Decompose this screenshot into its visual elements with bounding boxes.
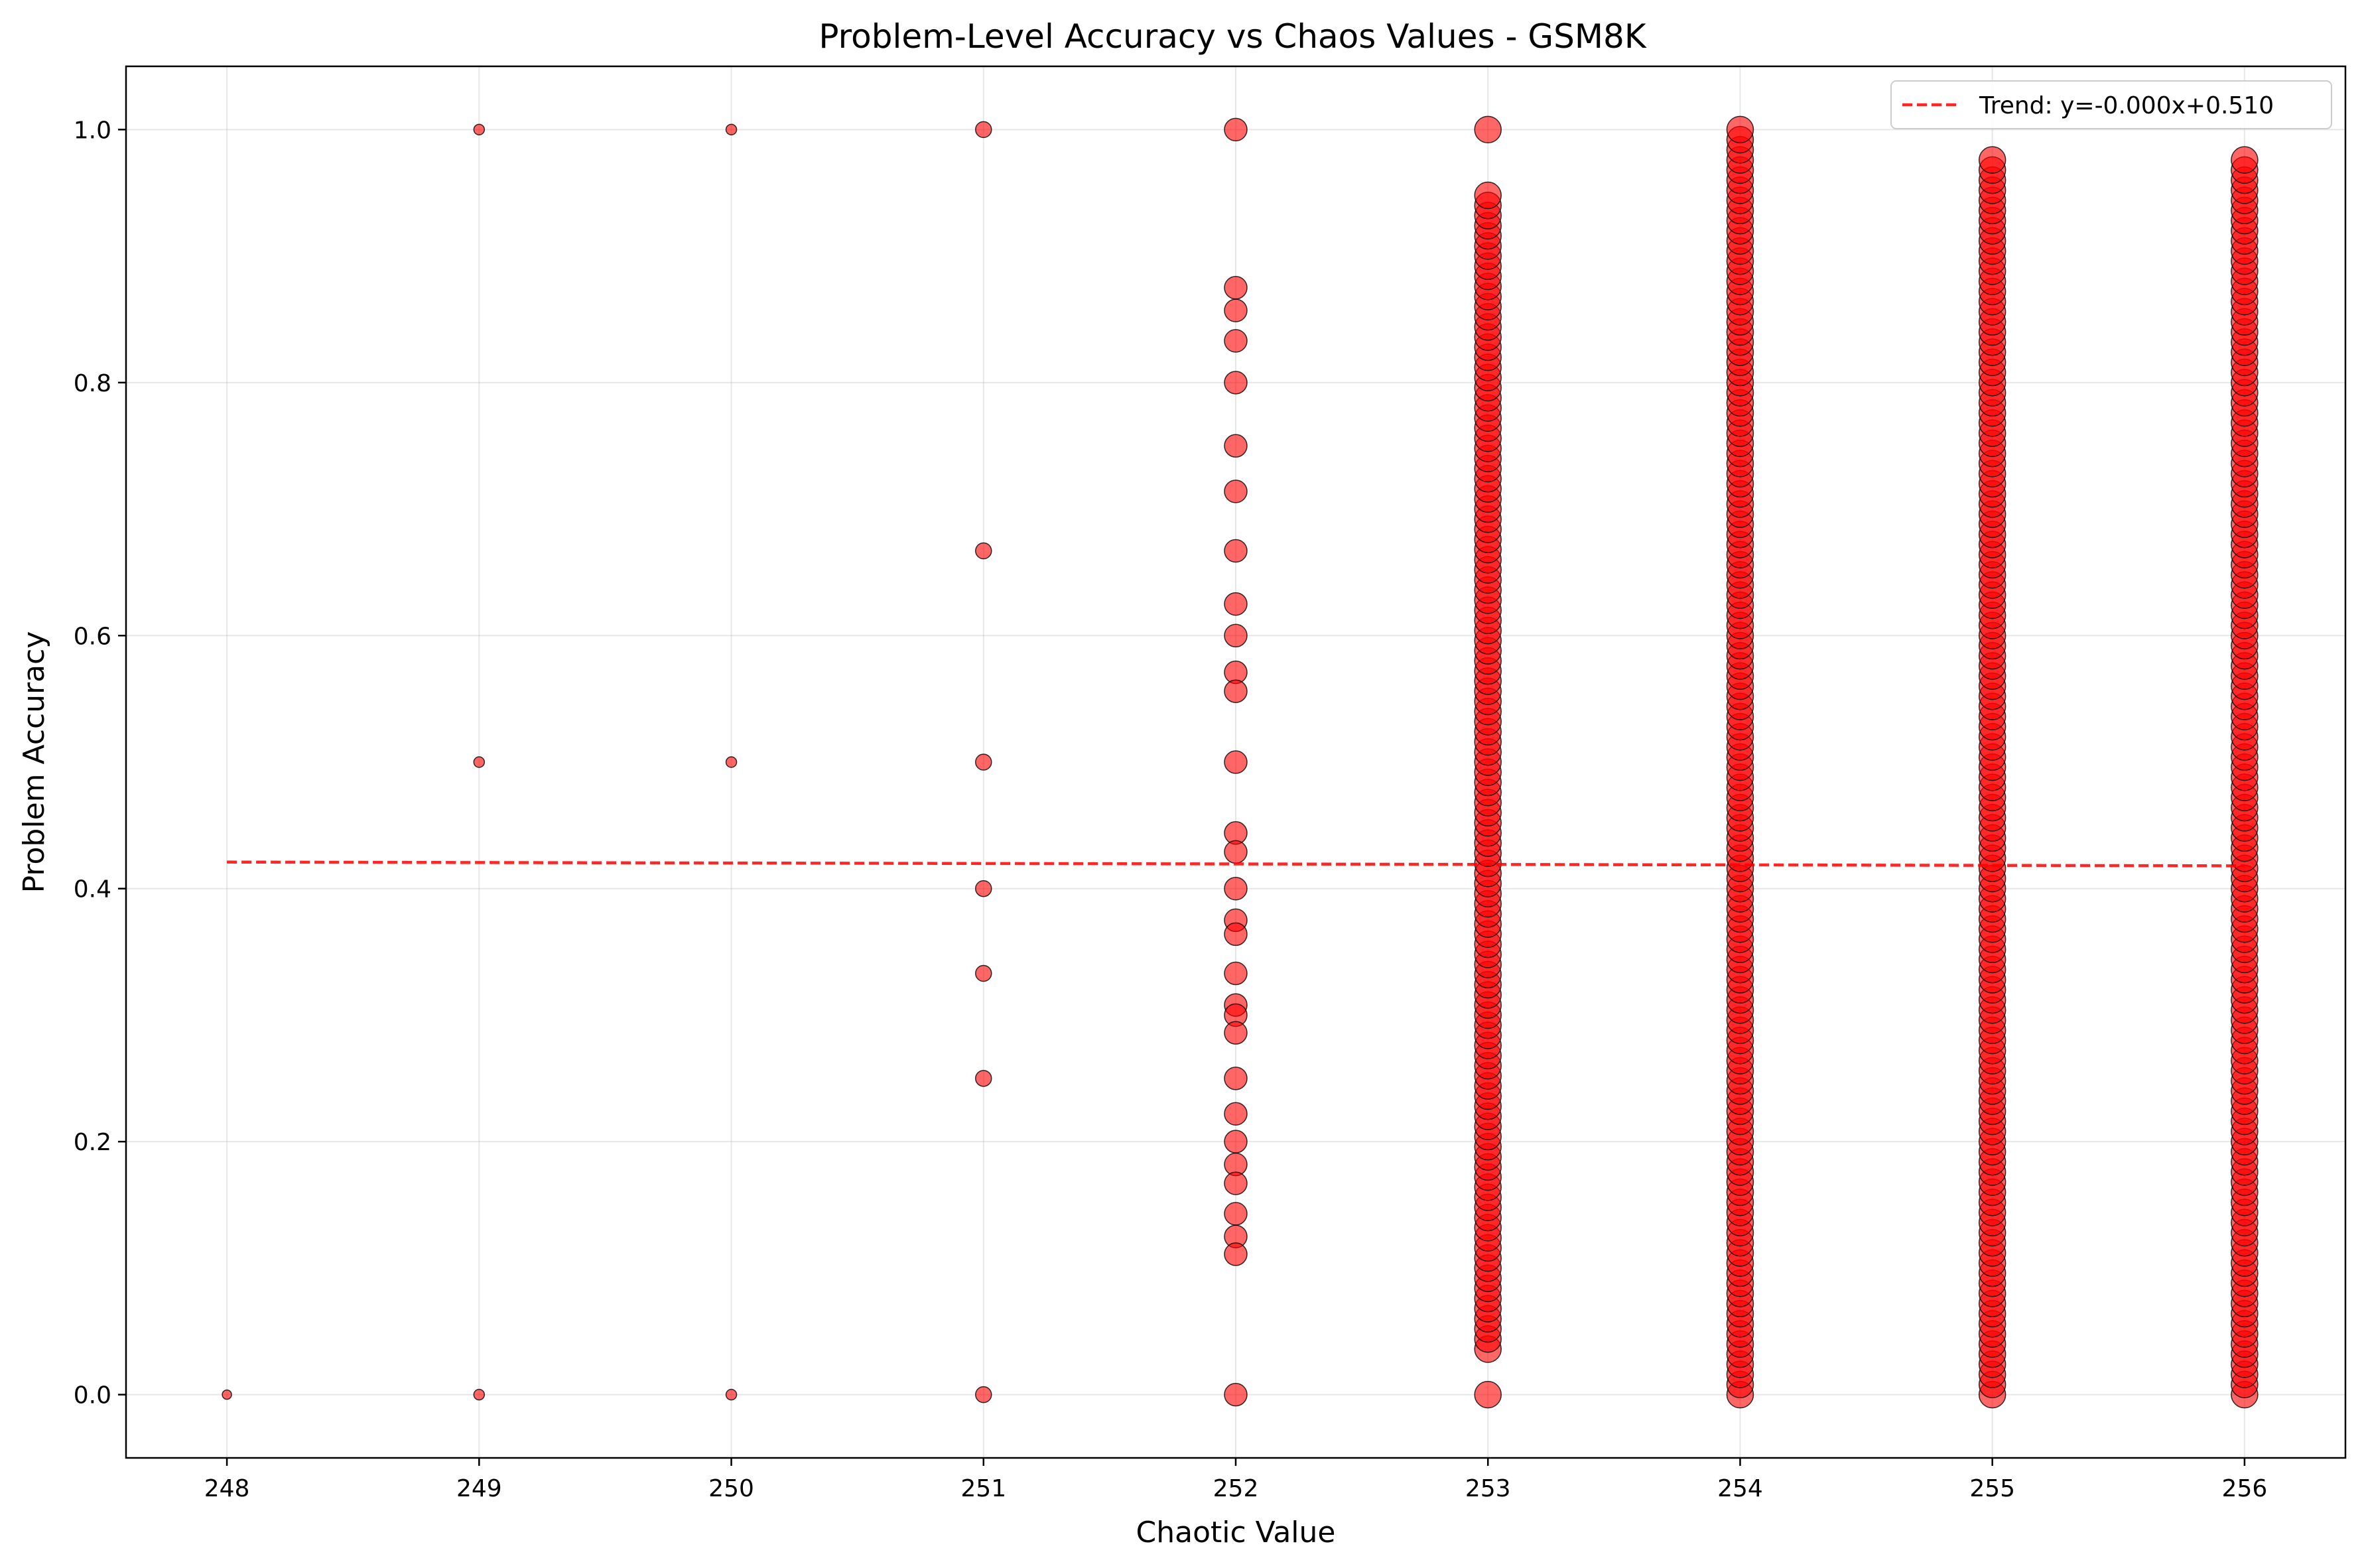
scatter-point: [1224, 298, 1248, 322]
y-tick-label: 0.2: [74, 1129, 111, 1156]
scatter-point: [725, 123, 738, 136]
scatter-point: [975, 753, 992, 771]
y-axis-label: Problem Accuracy: [17, 631, 51, 893]
scatter-point: [1224, 961, 1248, 986]
scatter-point: [1224, 876, 1248, 901]
legend-box: [1890, 80, 2332, 129]
scatter-point: [1224, 1242, 1248, 1266]
scatter-point: [1224, 1021, 1248, 1045]
scatter-point: [975, 1070, 992, 1087]
x-tick-label: 256: [2222, 1475, 2268, 1502]
data-points: [222, 115, 2259, 1409]
scatter-point: [222, 1389, 232, 1400]
scatter-point: [1474, 1380, 1502, 1409]
scatter-point: [1224, 1130, 1248, 1153]
x-tick-label: 253: [1465, 1475, 1511, 1502]
y-tick-label: 0.4: [74, 876, 111, 903]
chart-title: Problem-Level Accuracy vs Chaos Values -…: [819, 17, 1646, 56]
legend-trend-label: Trend: y=-0.000x+0.510: [1979, 92, 2274, 119]
scatter-point: [1224, 1102, 1248, 1126]
x-tick-label: 252: [1213, 1475, 1259, 1502]
x-tick-label: 251: [960, 1475, 1006, 1502]
scatter-point: [1224, 117, 1248, 142]
axis-ticks: 248 249 250 251 252 253 254 255 256 0.0 0.2 0.4 0.6 0…: [74, 117, 2268, 1502]
y-tick-label: 0.0: [74, 1382, 111, 1409]
trend-layer: [227, 860, 2245, 868]
x-tick-label: 255: [1969, 1475, 2015, 1502]
scatter-point: [1224, 623, 1248, 648]
scatter-point: [1224, 840, 1248, 864]
scatter-point: [1978, 146, 2006, 174]
x-tick-label: 249: [456, 1475, 502, 1502]
scatter-point: [473, 1388, 486, 1401]
scatter-point: [1224, 480, 1248, 503]
legend: Trend: y=-0.000x+0.510: [1890, 80, 2332, 129]
scatter-point: [1224, 1202, 1248, 1226]
scatter-point: [1224, 922, 1248, 947]
scatter-point: [1224, 750, 1248, 774]
x-axis-label: Chaotic Value: [1136, 1516, 1336, 1549]
scatter-point: [975, 964, 992, 982]
scatter-point: [1224, 276, 1248, 300]
scatter-point: [975, 880, 992, 897]
x-tick-label: 248: [204, 1475, 250, 1502]
trend-line: [227, 860, 2245, 868]
scatter-point: [1474, 115, 1502, 144]
scatter-point: [1224, 329, 1248, 353]
scatter-point: [473, 123, 486, 136]
scatter-point: [1224, 1382, 1248, 1407]
scatter-point: [1224, 371, 1248, 395]
scatter-point: [2231, 146, 2259, 174]
scatter-point: [975, 121, 992, 139]
scatter-point: [725, 756, 738, 768]
scatter-point: [1224, 592, 1248, 616]
scatter-point: [1224, 1171, 1248, 1195]
scatter-point: [1224, 434, 1248, 458]
x-tick-label: 254: [1717, 1475, 1763, 1502]
scatter-point: [1224, 1067, 1248, 1090]
y-tick-label: 1.0: [74, 117, 111, 144]
y-tick-label: 0.6: [74, 623, 111, 650]
y-tick-label: 0.8: [74, 370, 111, 397]
scatter-point: [725, 1388, 738, 1401]
scatter-point: [1474, 181, 1502, 210]
scatter-point: [975, 1386, 992, 1404]
x-tick-label: 250: [708, 1475, 754, 1502]
scatter-point: [473, 756, 486, 768]
scatter-point: [1224, 539, 1248, 563]
scatter-point: [1224, 679, 1248, 703]
scatter-point: [1726, 115, 1754, 144]
scatter-point: [975, 542, 992, 560]
